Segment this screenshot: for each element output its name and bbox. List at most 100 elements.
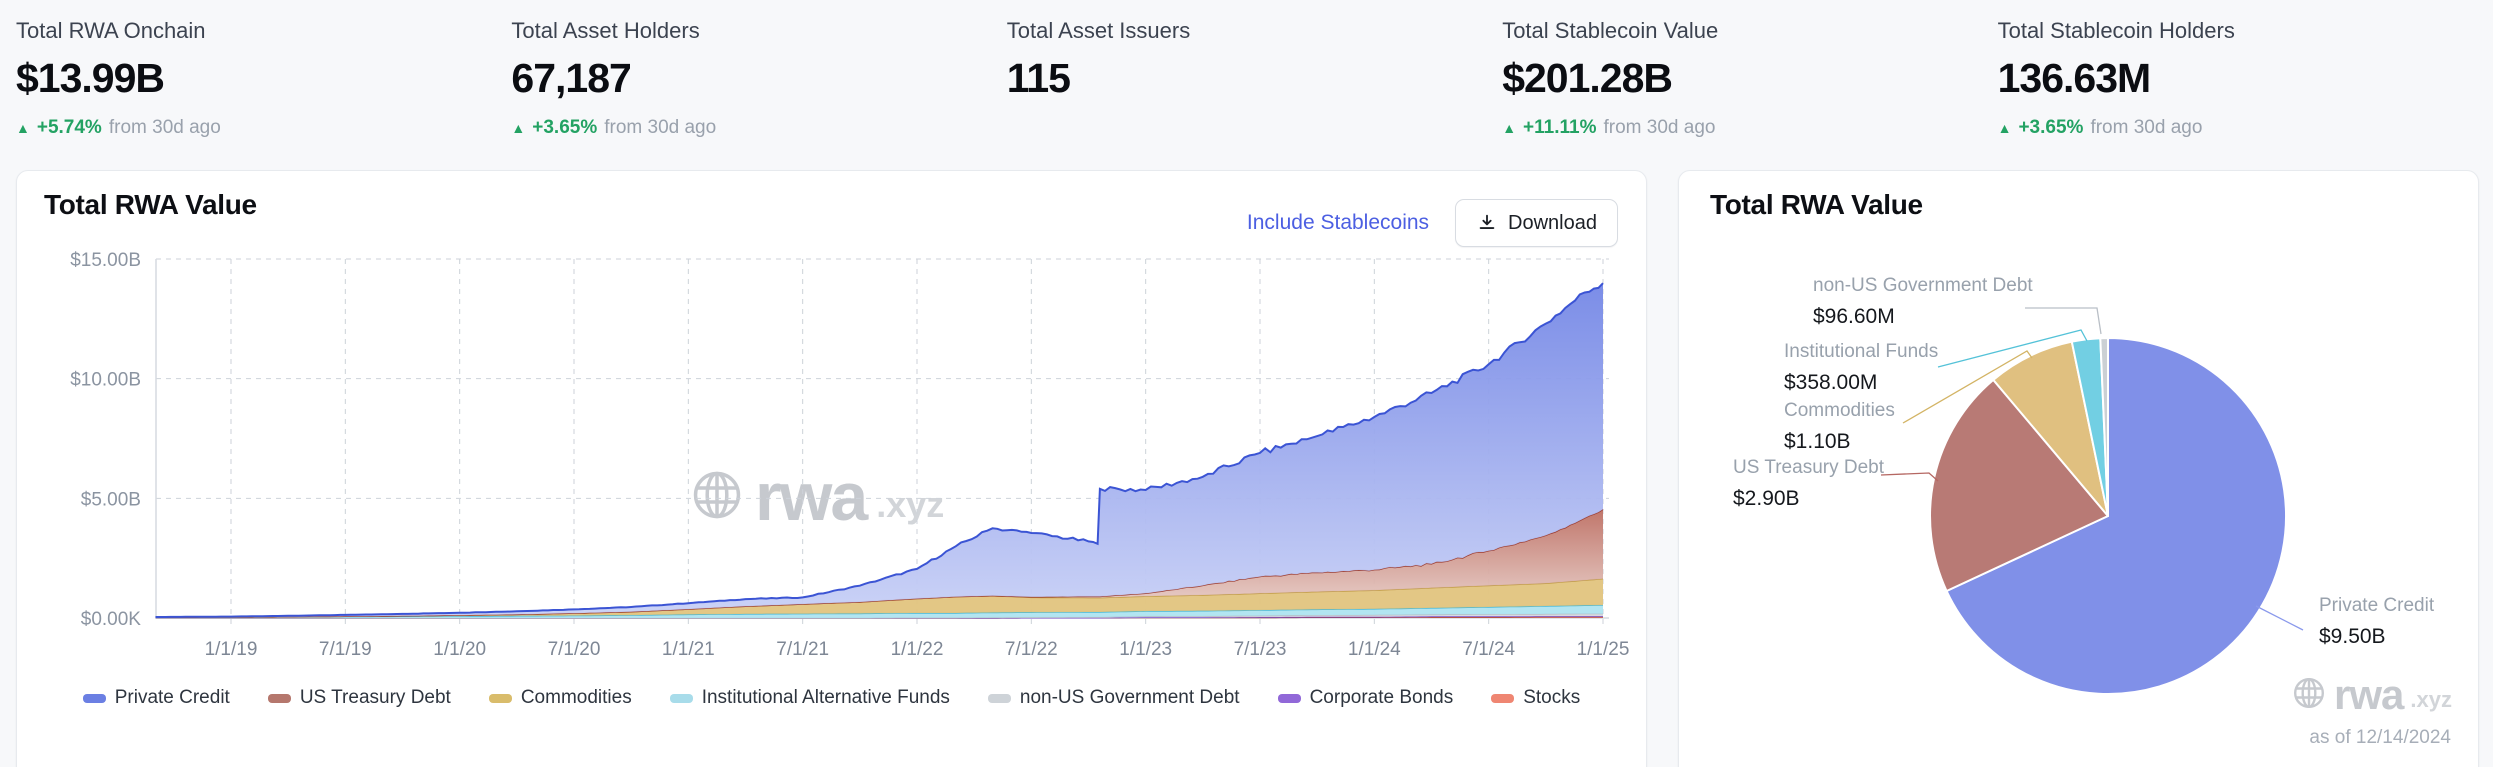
up-triangle-icon: ▲ <box>16 120 30 137</box>
slice-name: Institutional Funds <box>1784 341 1939 362</box>
svg-text:7/1/20: 7/1/20 <box>548 639 601 660</box>
pie-card-title: Total RWA Value <box>1710 189 1923 220</box>
legend-item-institutional-alternative-funds[interactable]: Institutional Alternative Funds <box>669 687 950 709</box>
legend-label: Stocks <box>1523 687 1581 708</box>
legend-item-non-us-government-debt[interactable]: non-US Government Debt <box>987 687 1240 709</box>
svg-text:7/1/19: 7/1/19 <box>319 639 372 660</box>
stat-card: Total Asset Issuers 115 <box>1007 18 1502 170</box>
slice-name: US Treasury Debt <box>1733 457 1884 478</box>
legend-label: Commodities <box>520 687 632 708</box>
stat-delta: ▲ +11.11% from 30d ago <box>1502 117 1997 139</box>
globe-icon <box>689 467 745 528</box>
legend-label: Corporate Bonds <box>1309 687 1454 708</box>
legend-swatch <box>488 693 512 703</box>
legend-item-private-credit[interactable]: Private Credit <box>82 687 230 709</box>
legend-swatch <box>1277 693 1301 703</box>
delta-period: from 30d ago <box>2090 117 2203 139</box>
delta-period: from 30d ago <box>604 117 717 139</box>
slice-name: Commodities <box>1784 400 1895 421</box>
legend-swatch <box>82 693 106 703</box>
stat-label: Total Asset Holders <box>511 18 700 43</box>
svg-text:1/1/20: 1/1/20 <box>433 639 486 660</box>
stats-row: Total RWA Onchain $13.99B ▲ +5.74% from 30d … <box>0 0 2493 170</box>
stat-label: Total Asset Issuers <box>1006 18 1191 43</box>
slice-name: non-US Government Debt <box>1813 275 2033 296</box>
legend-item-stocks[interactable]: Stocks <box>1491 687 1580 709</box>
svg-text:$15.00B: $15.00B <box>70 250 141 271</box>
legend-label: non-US Government Debt <box>1019 687 1240 708</box>
stat-card: Total Stablecoin Holders 136.63M ▲ +3.65% fr… <box>1998 18 2493 170</box>
rwa-watermark-small: rwa .xyz <box>2291 674 2452 716</box>
stat-value: 136.63M <box>1997 55 2152 101</box>
stat-value: 115 <box>1006 55 1071 101</box>
download-button-label: Download <box>1508 211 1597 234</box>
legend-swatch <box>1491 693 1515 703</box>
stat-value: 67,187 <box>511 55 631 101</box>
stat-label: Total Stablecoin Holders <box>1997 18 2235 43</box>
area-card-actions: Include Stablecoins Download <box>1247 199 1618 247</box>
svg-text:7/1/24: 7/1/24 <box>1462 639 1515 660</box>
legend-label: Private Credit <box>114 687 230 708</box>
stat-card: Total Asset Holders 67,187 ▲ +3.65% from 30d… <box>511 18 1006 170</box>
pie-slice-label-commodities: Commodities $1.10B <box>1784 400 1895 454</box>
pie-slice-label-institutional-funds: Institutional Funds $358.00M <box>1784 341 1938 395</box>
include-stablecoins-link[interactable]: Include Stablecoins <box>1246 211 1430 234</box>
legend-item-us-treasury-debt[interactable]: US Treasury Debt <box>267 687 451 709</box>
stat-card: Total Stablecoin Value $201.28B ▲ +11.11% fr… <box>1502 18 1997 170</box>
svg-text:1/1/21: 1/1/21 <box>662 639 715 660</box>
download-icon <box>1476 212 1498 234</box>
area-card-title: Total RWA Value <box>44 189 257 220</box>
slice-value: $1.10B <box>1784 429 1851 453</box>
svg-text:7/1/21: 7/1/21 <box>776 639 829 660</box>
watermark-text: rwa <box>755 459 868 535</box>
pie-slice-label-non-us-government-debt: non-US Government Debt $96.60M <box>1813 275 2033 329</box>
delta-period: from 30d ago <box>108 117 221 139</box>
stat-label: Total RWA Onchain <box>16 18 206 43</box>
up-triangle-icon: ▲ <box>511 120 526 137</box>
as-of-date: as of 12/14/2024 <box>2309 727 2451 748</box>
stat-delta: ▲ +3.65% from 30d ago <box>1998 117 2493 139</box>
delta-percent: +11.11% <box>1523 117 1597 139</box>
total-rwa-value-area-card: Total RWA Value Include Stablecoins Down… <box>16 170 1647 767</box>
legend-item-corporate-bonds[interactable]: Corporate Bonds <box>1277 687 1454 709</box>
stat-delta: ▲ +5.74% from 30d ago <box>16 117 511 139</box>
stat-delta: ▲ +3.65% from 30d ago <box>511 117 1006 139</box>
slice-value: $2.90B <box>1733 486 1800 510</box>
pie-chart[interactable] <box>1679 171 2478 767</box>
svg-text:$0.00K: $0.00K <box>81 609 142 630</box>
svg-text:1/1/24: 1/1/24 <box>1348 639 1401 660</box>
stat-label: Total Stablecoin Value <box>1502 18 1719 43</box>
rwa-watermark: rwa .xyz <box>689 463 944 531</box>
area-chart[interactable]: $0.00K $5.00B $10.00B $15.00B 1/1/19 7/1/19 1/… <box>17 171 1646 767</box>
svg-text:7/1/22: 7/1/22 <box>1005 639 1058 660</box>
total-rwa-value-pie-card: Total RWA Value Private Credit $9.50B US T… <box>1678 170 2479 767</box>
stat-value: $201.28B <box>1502 55 1673 101</box>
up-triangle-icon: ▲ <box>1997 120 2012 137</box>
svg-text:$5.00B: $5.00B <box>81 489 141 510</box>
slice-value: $96.60M <box>1813 304 1895 328</box>
svg-text:1/1/23: 1/1/23 <box>1119 639 1172 660</box>
legend-item-commodities[interactable]: Commodities <box>488 687 632 709</box>
pie-slice-label-us-treasury-debt: US Treasury Debt $2.90B <box>1733 457 1884 511</box>
slice-value: $9.50B <box>2319 624 2386 648</box>
download-button[interactable]: Download <box>1455 199 1618 247</box>
globe-icon <box>2291 675 2327 716</box>
stat-card: Total RWA Onchain $13.99B ▲ +5.74% from 30d … <box>16 18 511 170</box>
svg-text:1/1/25: 1/1/25 <box>1577 639 1630 660</box>
legend-label: US Treasury Debt <box>299 687 451 708</box>
svg-text:1/1/19: 1/1/19 <box>205 639 258 660</box>
area-chart-legend: Private Credit US Treasury Debt Commoditie… <box>17 687 1646 709</box>
slice-name: Private Credit <box>2319 595 2435 616</box>
svg-text:$10.00B: $10.00B <box>70 370 141 391</box>
legend-label: Institutional Alternative Funds <box>701 687 950 708</box>
delta-percent: +3.65% <box>2018 117 2084 139</box>
stat-value: $13.99B <box>16 55 165 101</box>
svg-text:7/1/23: 7/1/23 <box>1234 639 1287 660</box>
legend-swatch <box>987 693 1011 703</box>
delta-period: from 30d ago <box>1603 117 1716 139</box>
delta-percent: +3.65% <box>532 117 598 139</box>
delta-percent: +5.74% <box>36 117 102 139</box>
pie-slice-label-private-credit: Private Credit $9.50B <box>2319 595 2434 649</box>
up-triangle-icon: ▲ <box>1502 120 1517 137</box>
